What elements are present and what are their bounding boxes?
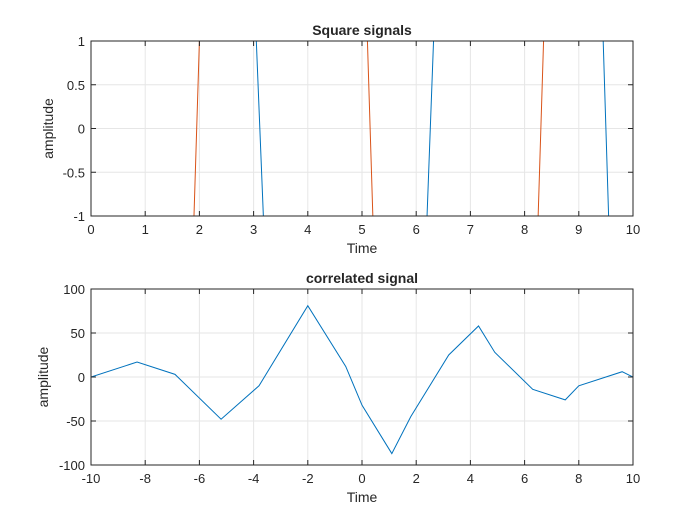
chart2-x-tick-label-3: -4 [248, 471, 260, 486]
chart1-x-tick-label-3: 3 [250, 222, 257, 237]
chart2-x-tick-label-4: -2 [302, 471, 314, 486]
chart1-axes-group: 0 1 2 3 4 5 6 7 8 9 10 -1 -0.5 0 0.5 1 Square signals Tim… [40, 22, 640, 256]
chart1-x-tick-label-7: 7 [467, 222, 474, 237]
chart2-x-axis-label: Time [347, 489, 378, 505]
chart2-x-tick-label-10: 10 [626, 471, 640, 486]
chart1-x-axis-label: Time [347, 240, 378, 256]
chart2-y-tick-label-3: 50 [71, 326, 85, 341]
chart2-x-tick-label-5: 0 [358, 471, 365, 486]
chart1-series-line-1 [91, 40, 633, 217]
chart1-series-line-2 [91, 40, 633, 217]
chart1-x-tick-label-0: 0 [87, 222, 94, 237]
chart1-y-tick-label-4: 1 [78, 34, 85, 49]
chart2-x-tick-label-9: 8 [575, 471, 582, 486]
chart2-series-line-1 [91, 304, 633, 455]
chart1-y-tick-label-3: 0.5 [67, 78, 85, 93]
chart1-y-tick-label-2: 0 [78, 122, 85, 137]
chart2-x-tick-label-0: -10 [82, 471, 101, 486]
chart2-x-tick-label-7: 4 [467, 471, 474, 486]
chart2-y-axis-label: amplitude [35, 346, 51, 407]
chart1-x-tick-label-10: 10 [626, 222, 640, 237]
chart1-x-tick-label-9: 9 [575, 222, 582, 237]
chart1-x-tick-label-6: 6 [413, 222, 420, 237]
chart2-axes-group: -10 -8 -6 -4 -2 0 2 4 6 8 10 -100 -50 0 50 100 correlate… [35, 270, 640, 505]
chart1-y-tick-label-1: -0.5 [63, 165, 85, 180]
chart2-y-tick-label-1: -50 [66, 414, 85, 429]
chart2-y-tick-label-4: 100 [63, 282, 85, 297]
chart2-x-tick-label-8: 6 [521, 471, 528, 486]
chart1-x-tick-label-2: 2 [196, 222, 203, 237]
chart2-x-tick-label-1: -8 [139, 471, 151, 486]
chart2-x-tick-label-2: -6 [194, 471, 206, 486]
chart1-x-tick-label-4: 4 [304, 222, 311, 237]
chart2-title: correlated signal [306, 270, 418, 286]
chart2-y-tick-label-0: -100 [59, 458, 85, 473]
chart1-x-tick-label-8: 8 [521, 222, 528, 237]
chart1-x-tick-label-1: 1 [142, 222, 149, 237]
chart1-y-axis-label: amplitude [40, 98, 56, 159]
chart1-y-tick-label-0: -1 [73, 209, 85, 224]
chart1-title: Square signals [312, 22, 412, 38]
chart2-y-tick-label-2: 0 [78, 370, 85, 385]
chart2-x-tick-label-6: 2 [413, 471, 420, 486]
chart1-x-tick-label-5: 5 [358, 222, 365, 237]
